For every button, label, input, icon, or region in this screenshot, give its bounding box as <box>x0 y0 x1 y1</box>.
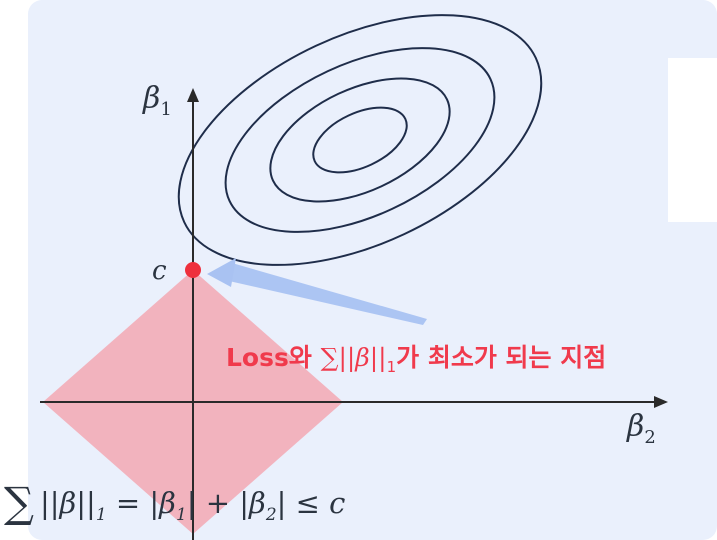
optimum-point <box>185 262 201 278</box>
pointer-arrow-shaft <box>217 263 427 325</box>
pointer-arrow-head <box>207 258 236 287</box>
contour-inner <box>312 106 408 174</box>
axis-x-label: β2 <box>626 409 656 448</box>
annotation-text: Loss와 ∑||β||1가 최소가 되는 지점 <box>226 343 606 376</box>
axis-y-label: β1 <box>142 81 172 120</box>
contour-outer <box>177 14 543 266</box>
contour-3 <box>224 47 496 233</box>
axes <box>40 96 660 540</box>
y-axis-arrowhead <box>187 88 199 102</box>
white-box <box>668 58 717 222</box>
x-axis-arrowhead <box>654 396 668 408</box>
pointer-arrow <box>207 258 427 325</box>
loss-contours <box>177 14 543 266</box>
constraint-formula: ∑ ||β||1 = |β1| + |β2| ≤ c <box>4 478 345 527</box>
contour-2 <box>269 77 451 203</box>
point-label-c: c <box>152 256 167 286</box>
